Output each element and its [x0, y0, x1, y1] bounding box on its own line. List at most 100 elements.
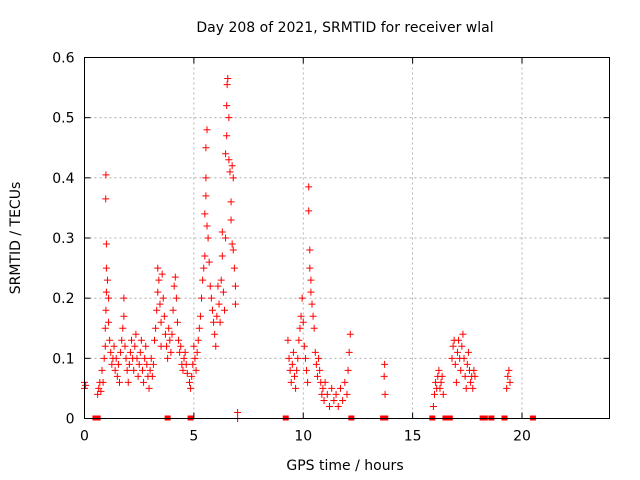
- data-point: [168, 330, 176, 338]
- data-point: [315, 354, 323, 362]
- y-tick-label: 0.5: [52, 111, 74, 127]
- data-point: [82, 381, 90, 389]
- data-point: [471, 372, 479, 380]
- data-point: [98, 366, 106, 374]
- data-point: [181, 348, 189, 356]
- data-point: [164, 354, 172, 362]
- data-point: [200, 264, 208, 272]
- x-tick-label: 10: [294, 429, 312, 445]
- data-point: [218, 252, 226, 260]
- x-tick-label: 0: [80, 429, 89, 445]
- data-point: [462, 384, 470, 392]
- data-point: [156, 300, 164, 308]
- data-point: [165, 324, 173, 332]
- data-point: [219, 288, 227, 296]
- data-point: [191, 354, 199, 362]
- data-point: [304, 378, 312, 386]
- y-tick-label: 0.2: [52, 291, 74, 307]
- data-point: [228, 162, 236, 170]
- data-point: [143, 360, 151, 368]
- data-point: [319, 384, 327, 392]
- data-points: [81, 75, 536, 422]
- data-point: [286, 366, 294, 374]
- data-point: [306, 264, 314, 272]
- data-point: [97, 387, 105, 395]
- data-point: [459, 330, 467, 338]
- data-point: [120, 294, 128, 302]
- data-point: [116, 378, 123, 386]
- data-point: [102, 288, 110, 296]
- data-point: [321, 378, 329, 386]
- data-point: [221, 306, 228, 314]
- data-point: [201, 210, 209, 218]
- data-point: [192, 366, 200, 374]
- data-point: [284, 336, 292, 344]
- data-point: [332, 390, 340, 398]
- data-point: [151, 336, 158, 344]
- data-point: [206, 282, 214, 290]
- data-point: [299, 318, 307, 326]
- data-point: [224, 75, 232, 83]
- data-point: [230, 264, 238, 272]
- data-point: [438, 372, 446, 380]
- data-point: [172, 294, 180, 302]
- chart-title: Day 208 of 2021, SRMTID for receiver wla…: [196, 20, 493, 36]
- data-point: [167, 348, 175, 356]
- data-point: [199, 276, 207, 284]
- y-tick-label: 0.6: [52, 51, 74, 67]
- data-point: [449, 342, 457, 350]
- data-point: [166, 336, 174, 344]
- data-point: [103, 276, 111, 284]
- data-point: [429, 402, 437, 410]
- data-point: [111, 366, 119, 374]
- data-point: [225, 156, 233, 164]
- data-point: [226, 168, 234, 176]
- data-point: [179, 366, 187, 374]
- data-point: [131, 342, 139, 350]
- data-point: [300, 342, 308, 350]
- data-point: [121, 342, 129, 350]
- data-point: [218, 228, 226, 236]
- data-point: [173, 318, 181, 326]
- axis-ticks: 0 0.1 0.2 0.3 0.4 0.5 0.6 0 5 10 15 20: [52, 51, 610, 445]
- data-point: [102, 264, 110, 272]
- y-tick-label: 0.4: [52, 171, 74, 187]
- data-point: [217, 276, 225, 284]
- data-point: [136, 348, 144, 356]
- data-point: [469, 384, 477, 392]
- y-tick-label: 0.1: [52, 351, 74, 367]
- data-point: [149, 360, 157, 368]
- data-point: [457, 366, 465, 374]
- data-point: [203, 222, 211, 230]
- y-axis-label: SRMTID / TECUs: [8, 182, 24, 295]
- data-point: [202, 144, 210, 152]
- data-point: [117, 348, 125, 356]
- data-point: [316, 366, 324, 374]
- data-point: [140, 378, 148, 386]
- data-point: [288, 360, 296, 368]
- data-point: [124, 378, 132, 386]
- data-point: [216, 318, 224, 326]
- data-point: [504, 372, 512, 380]
- data-point: [297, 312, 305, 320]
- data-point: [196, 312, 204, 320]
- data-point: [293, 366, 301, 374]
- data-point: [311, 348, 319, 356]
- data-point: [113, 372, 121, 380]
- data-point: [228, 240, 236, 248]
- data-point: [163, 342, 171, 350]
- data-point: [435, 366, 443, 374]
- data-point: [128, 336, 136, 344]
- data-point: [326, 402, 333, 410]
- data-point: [194, 336, 202, 344]
- data-point: [132, 330, 140, 338]
- data-point: [102, 240, 110, 248]
- data-point: [154, 288, 162, 296]
- data-point: [101, 342, 109, 350]
- data-point: [506, 378, 514, 386]
- data-point: [229, 174, 237, 182]
- data-point: [222, 150, 230, 158]
- data-point: [108, 360, 116, 368]
- data-point: [451, 360, 459, 368]
- data-point: [503, 384, 511, 392]
